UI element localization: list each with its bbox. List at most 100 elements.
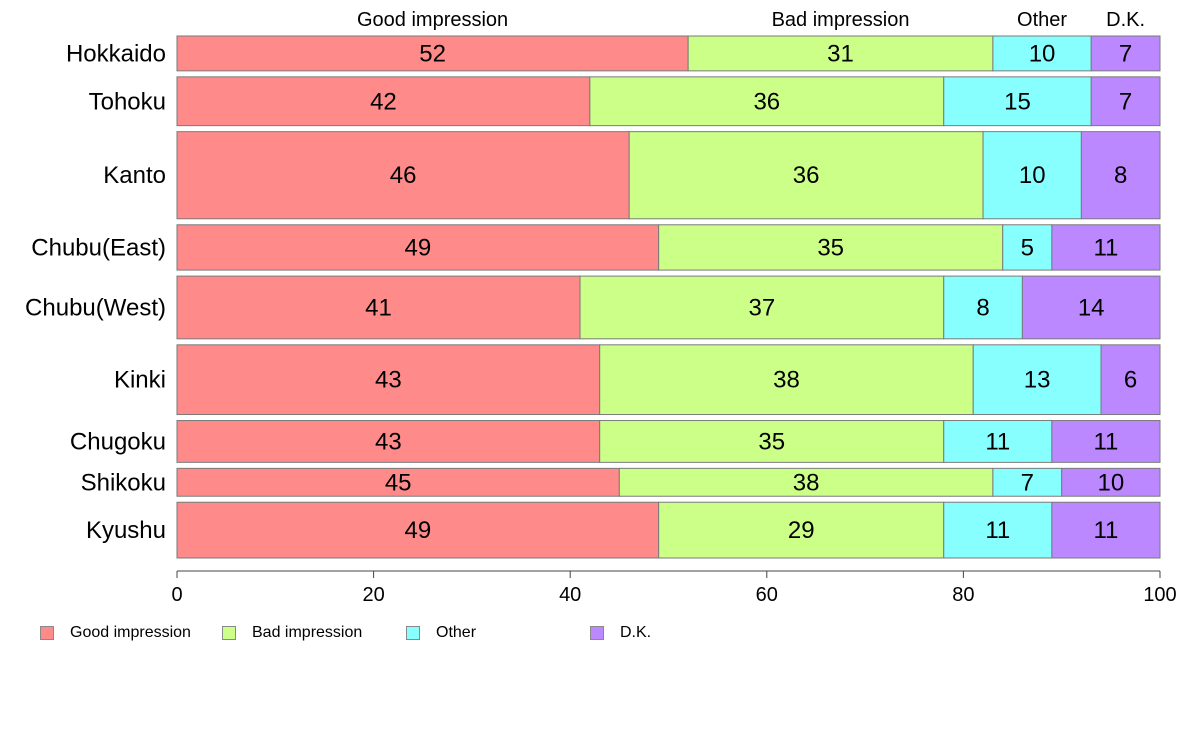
bar-label-tohoku-other: 15 <box>1004 88 1031 115</box>
category-label-tohoku: Tohoku <box>89 88 166 115</box>
bar-label-tohoku-bad-impression: 36 <box>753 88 780 115</box>
category-label-chugoku: Chugoku <box>70 428 166 455</box>
series-header-good-impression: Good impression <box>357 9 508 31</box>
x-tick-label: 60 <box>756 584 778 606</box>
category-label-kanto: Kanto <box>103 162 166 189</box>
bar-kanto-other <box>982 131 1082 220</box>
bar-chubu-east-d-k <box>1051 224 1161 271</box>
bar-hokkaido-good-impression <box>176 35 689 72</box>
bar-label-hokkaido-d-k: 7 <box>1119 40 1132 67</box>
legend-swatch-bad-impression <box>222 626 236 640</box>
bar-label-hokkaido-other: 10 <box>1029 40 1056 67</box>
bar-hokkaido-d-k <box>1090 35 1161 72</box>
legend-item-other: Other <box>406 624 476 642</box>
bar-shikoku-other <box>992 467 1063 497</box>
bar-kinki-good-impression <box>176 344 601 416</box>
legend-label-dk: D.K. <box>620 624 652 641</box>
bar-label-chubu-east-bad-impression: 35 <box>817 234 844 261</box>
bar-label-kanto-other: 10 <box>1019 162 1046 189</box>
series-header-bad-impression: Bad impression <box>772 9 910 31</box>
bar-shikoku-bad-impression <box>618 467 994 497</box>
legend-swatch-dk <box>590 626 604 640</box>
bar-chubu-east-good-impression <box>176 224 660 271</box>
category-label-kyushu: Kyushu <box>86 517 166 544</box>
bar-label-kyushu-other: 11 <box>985 517 1010 544</box>
bar-label-kinki-bad-impression: 38 <box>773 367 800 394</box>
series-header-d-k: D.K. <box>1106 9 1145 31</box>
category-label-hokkaido: Hokkaido <box>66 40 166 67</box>
bar-chugoku-good-impression <box>176 420 601 463</box>
bar-label-tohoku-d-k: 7 <box>1119 88 1132 115</box>
bar-label-chugoku-d-k: 11 <box>1093 428 1118 455</box>
x-tick-label: 80 <box>952 584 974 606</box>
x-tick-label: 40 <box>559 584 581 606</box>
bar-kanto-bad-impression <box>628 131 984 220</box>
bar-label-chubu-east-good-impression: 49 <box>404 234 431 261</box>
category-label-kinki: Kinki <box>114 367 166 394</box>
legend-swatch-other <box>406 626 420 640</box>
bar-kinki-d-k <box>1100 344 1161 416</box>
bar-label-hokkaido-bad-impression: 31 <box>827 40 854 67</box>
bar-chubu-east-other <box>1002 224 1053 271</box>
bar-kyushu-good-impression <box>176 501 660 559</box>
bar-label-kinki-d-k: 6 <box>1124 367 1137 394</box>
bar-label-kinki-other: 13 <box>1024 367 1051 394</box>
bar-kyushu-bad-impression <box>658 501 945 559</box>
bar-label-chubu-west-good-impression: 41 <box>365 294 392 321</box>
category-label-chubu-west: Chubu(West) <box>25 294 166 321</box>
bar-label-shikoku-bad-impression: 38 <box>793 469 820 496</box>
bar-label-chugoku-good-impression: 43 <box>375 428 402 455</box>
bar-kanto-d-k <box>1080 131 1161 220</box>
bar-tohoku-d-k <box>1090 76 1161 127</box>
bar-label-hokkaido-good-impression: 52 <box>419 40 446 67</box>
legend-label-other: Other <box>436 624 477 641</box>
bar-chubu-west-other <box>943 275 1023 340</box>
bar-label-chugoku-other: 11 <box>985 428 1010 455</box>
bar-kyushu-d-k <box>1051 501 1161 559</box>
x-axis: 0 20 40 60 80 100 <box>171 570 1177 606</box>
legend-label-good-impression: Good impression <box>70 624 191 641</box>
bar-hokkaido-bad-impression <box>687 35 994 72</box>
bar-label-shikoku-good-impression: 45 <box>385 469 412 496</box>
bar-label-chubu-west-d-k: 14 <box>1078 294 1105 321</box>
bar-label-chugoku-bad-impression: 35 <box>758 428 785 455</box>
bar-chubu-west-bad-impression <box>579 275 945 340</box>
bar-kinki-bad-impression <box>599 344 974 416</box>
legend-label-bad-impression: Bad impression <box>252 624 363 641</box>
bar-chubu-west-d-k <box>1021 275 1161 340</box>
bar-label-kyushu-good-impression: 49 <box>404 517 431 544</box>
bar-label-kanto-bad-impression: 36 <box>793 162 820 189</box>
bar-label-chubu-west-bad-impression: 37 <box>749 294 776 321</box>
category-labels: Hokkaido Tohoku Kanto Chubu(East) Chubu(West… <box>25 40 166 544</box>
bar-chugoku-bad-impression <box>599 420 945 463</box>
category-label-shikoku: Shikoku <box>81 469 166 496</box>
legend-swatch-good-impression <box>40 626 54 640</box>
bar-kanto-good-impression <box>176 131 630 220</box>
x-tick-label: 100 <box>1143 584 1176 606</box>
x-tick-label: 20 <box>362 584 384 606</box>
bar-label-kanto-d-k: 8 <box>1114 162 1127 189</box>
bar-label-shikoku-d-k: 10 <box>1097 469 1124 496</box>
bar-shikoku-d-k <box>1061 467 1161 497</box>
legend-item-good-impression: Good impression <box>40 624 191 642</box>
x-tick-label: 0 <box>171 584 182 606</box>
bar-labels: 52 31 10 7 42 36 15 7 46 36 10 8 49 35 5 11 41 37 8 14 43 38 1… <box>365 40 1137 544</box>
bar-label-chubu-east-other: 5 <box>1021 234 1034 261</box>
bar-tohoku-bad-impression <box>589 76 945 127</box>
bar-label-chubu-east-d-k: 11 <box>1093 234 1118 261</box>
bar-tohoku-other <box>943 76 1092 127</box>
series-headers: Good impression Bad impression Other D.K. <box>357 9 1145 31</box>
bars <box>176 35 1161 559</box>
bar-label-kyushu-bad-impression: 29 <box>788 517 815 544</box>
bar-label-kinki-good-impression: 43 <box>375 367 402 394</box>
bar-chugoku-d-k <box>1051 420 1161 463</box>
bar-tohoku-good-impression <box>176 76 591 127</box>
bar-label-kyushu-d-k: 11 <box>1093 517 1118 544</box>
bar-label-shikoku-other: 7 <box>1021 469 1034 496</box>
legend-item-bad-impression: Bad impression <box>222 624 362 642</box>
series-header-other: Other <box>1017 9 1067 31</box>
bar-chubu-west-good-impression <box>176 275 581 340</box>
category-label-chubu-east: Chubu(East) <box>31 234 166 261</box>
bar-chugoku-other <box>943 420 1053 463</box>
